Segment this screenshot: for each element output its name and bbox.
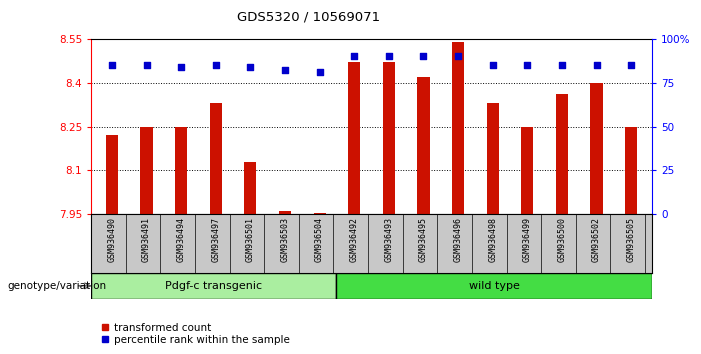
- Point: [452, 53, 463, 59]
- Bar: [522, 127, 533, 214]
- Point: [245, 64, 256, 70]
- Text: GSM936495: GSM936495: [419, 217, 428, 262]
- Bar: [417, 77, 430, 214]
- Point: [348, 53, 360, 59]
- Bar: [348, 62, 360, 214]
- Bar: [245, 161, 257, 214]
- Point: [141, 62, 152, 68]
- Bar: [106, 135, 118, 214]
- Point: [383, 53, 395, 59]
- Text: GSM936496: GSM936496: [454, 217, 463, 262]
- Text: GSM936499: GSM936499: [523, 217, 532, 262]
- Text: genotype/variation: genotype/variation: [7, 281, 106, 291]
- Bar: [336, 273, 652, 299]
- Text: GSM936491: GSM936491: [142, 217, 151, 262]
- Bar: [175, 127, 187, 214]
- Text: Pdgf-c transgenic: Pdgf-c transgenic: [165, 281, 262, 291]
- Text: GSM936492: GSM936492: [350, 217, 359, 262]
- Bar: [210, 103, 222, 214]
- Bar: [452, 42, 464, 214]
- Point: [314, 69, 325, 75]
- Point: [625, 62, 637, 68]
- Bar: [91, 273, 336, 299]
- Text: GSM936501: GSM936501: [246, 217, 255, 262]
- Point: [591, 62, 602, 68]
- Point: [107, 62, 118, 68]
- Point: [175, 64, 186, 70]
- Text: GSM936503: GSM936503: [280, 217, 290, 262]
- Point: [487, 62, 498, 68]
- Bar: [486, 103, 498, 214]
- Point: [280, 68, 291, 73]
- Text: GDS5320 / 10569071: GDS5320 / 10569071: [237, 11, 380, 24]
- Bar: [383, 62, 395, 214]
- Point: [557, 62, 568, 68]
- Text: GSM936502: GSM936502: [592, 217, 601, 262]
- Text: wild type: wild type: [469, 281, 519, 291]
- Text: GSM936504: GSM936504: [315, 217, 324, 262]
- Text: GSM936505: GSM936505: [627, 217, 636, 262]
- Text: GSM936500: GSM936500: [557, 217, 566, 262]
- Point: [522, 62, 533, 68]
- Bar: [590, 83, 603, 214]
- Bar: [140, 127, 153, 214]
- Bar: [625, 127, 637, 214]
- Text: GSM936490: GSM936490: [107, 217, 116, 262]
- Text: GSM936498: GSM936498: [488, 217, 497, 262]
- Bar: [279, 211, 291, 214]
- Point: [210, 62, 222, 68]
- Text: GSM936497: GSM936497: [211, 217, 220, 262]
- Point: [418, 53, 429, 59]
- Legend: transformed count, percentile rank within the sample: transformed count, percentile rank withi…: [96, 318, 294, 349]
- Bar: [313, 213, 326, 214]
- Bar: [556, 95, 568, 214]
- Text: GSM936493: GSM936493: [384, 217, 393, 262]
- Text: GSM936494: GSM936494: [177, 217, 186, 262]
